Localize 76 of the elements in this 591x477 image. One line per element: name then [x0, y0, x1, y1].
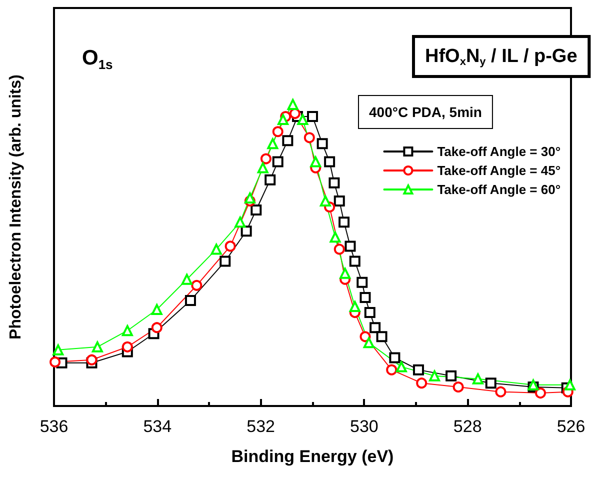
point: [278, 114, 289, 126]
point: [386, 364, 398, 376]
point: [191, 280, 202, 291]
point: [334, 195, 345, 206]
point: [396, 361, 407, 372]
point: [360, 292, 371, 303]
point: [240, 226, 252, 237]
point: [349, 301, 360, 312]
x-tick-label: 526: [556, 417, 586, 436]
x-tick-label: 536: [40, 417, 68, 436]
point: [282, 135, 294, 146]
point: [297, 114, 308, 126]
x-tick-label: 530: [350, 417, 378, 436]
point: [320, 195, 331, 206]
point: [340, 268, 351, 279]
point: [250, 204, 262, 216]
point: [485, 378, 496, 389]
point: [151, 304, 162, 316]
point: [344, 240, 356, 252]
point: [564, 379, 576, 390]
x-axis-title: Binding Energy (eV): [231, 447, 394, 466]
point: [389, 352, 400, 364]
point: [307, 111, 318, 122]
point: [244, 192, 256, 204]
point: [184, 294, 196, 306]
point: [349, 256, 360, 267]
legend-label: Take-off Angle = 60°: [437, 182, 561, 197]
x-tick-label: 528: [453, 417, 482, 436]
point: [446, 370, 457, 382]
point: [310, 156, 322, 168]
x-tick-label: 534: [143, 417, 172, 436]
point: [324, 156, 336, 168]
y-axis-title: Photoelectron Intensity (arb. units): [8, 74, 24, 340]
point: [363, 337, 374, 348]
point: [151, 322, 162, 334]
point: [412, 364, 424, 376]
point: [122, 341, 133, 352]
point: [364, 307, 376, 318]
point: [535, 388, 546, 399]
point: [356, 276, 368, 288]
point: [334, 244, 345, 255]
point: [472, 373, 484, 384]
point: [264, 174, 276, 186]
point: [330, 232, 341, 243]
point: [52, 344, 64, 356]
point: [370, 322, 381, 334]
point: [210, 244, 222, 255]
point: [316, 138, 328, 150]
legend-label: Take-off Angle = 30°: [437, 144, 561, 159]
point: [289, 108, 300, 120]
point: [287, 98, 298, 110]
point: [272, 126, 284, 138]
point: [272, 156, 284, 168]
point: [416, 378, 428, 389]
point: [304, 132, 315, 144]
point: [220, 256, 231, 267]
point: [86, 354, 98, 366]
x-tick-label: 532: [246, 417, 275, 436]
point: [260, 153, 272, 164]
point: [495, 386, 506, 398]
legend-label: Take-off Angle = 45°: [437, 163, 561, 178]
point: [181, 274, 192, 285]
point: [257, 162, 268, 174]
point: [376, 331, 388, 342]
point: [224, 240, 236, 252]
point: [528, 379, 539, 390]
point: [338, 216, 350, 228]
point: [50, 356, 61, 368]
point: [267, 138, 278, 150]
point: [328, 177, 340, 188]
point: [429, 370, 440, 382]
point: [452, 382, 464, 392]
annotation: 400°C PDA, 5min: [369, 104, 482, 120]
point: [234, 216, 246, 228]
point: [92, 341, 103, 352]
point: [122, 325, 133, 336]
